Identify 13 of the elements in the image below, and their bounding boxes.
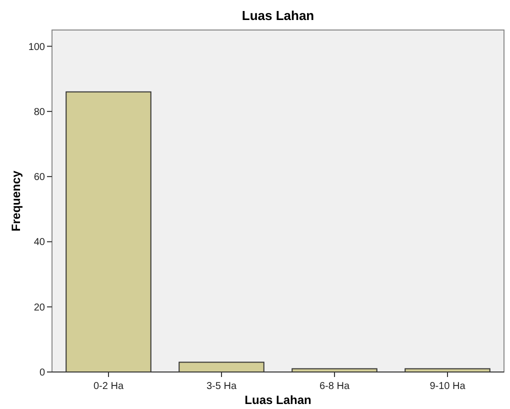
chart-title: Luas Lahan [242, 8, 314, 23]
x-axis-title: Luas Lahan [244, 393, 312, 407]
x-tick-label: 6-8 Ha [319, 381, 350, 392]
x-tick-label: 3-5 Ha [206, 381, 237, 392]
y-axis-title: Frequency [9, 170, 23, 232]
y-tick-label: 40 [34, 237, 46, 248]
y-tick-label: 0 [39, 368, 46, 378]
y-tick-label: 60 [34, 172, 46, 184]
y-tick-label: 100 [28, 42, 46, 53]
x-tick-label: 0-2 Ha [93, 381, 124, 392]
x-tick-label: 9-10 Ha [430, 381, 466, 392]
y-tick-label: 80 [34, 106, 46, 118]
y-tick-label: 20 [34, 302, 46, 314]
